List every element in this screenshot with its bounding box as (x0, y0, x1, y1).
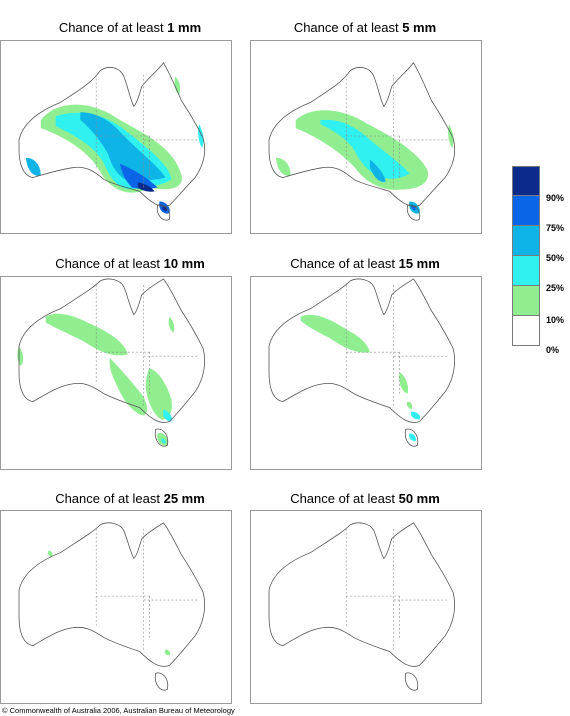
australia-outline (268, 278, 456, 447)
panel-title-1mm: Chance of at least 1 mm (58, 20, 202, 35)
state-borders (95, 74, 200, 190)
legend-swatch-90-100 (512, 166, 540, 196)
map-panel-25mm (0, 510, 232, 704)
legend-swatch-25-50 (512, 256, 540, 286)
map-panel-1mm (0, 40, 232, 234)
legend-label-50: 50% (546, 253, 565, 263)
state-borders (345, 528, 450, 652)
panel-title-5mm: Chance of at least 5 mm (293, 20, 437, 35)
legend-swatch-50-75 (512, 226, 540, 256)
australia-outline (18, 522, 206, 691)
legend-label-90: 90% (546, 193, 565, 203)
map-panel-15mm (250, 276, 482, 470)
state-borders (95, 528, 200, 652)
legend-swatch-0-10 (512, 316, 540, 346)
rain-overlay (25, 76, 204, 214)
panel-title-15mm: Chance of at least 15 mm (290, 256, 440, 271)
panel-title-50mm: Chance of at least 50 mm (290, 491, 440, 506)
copyright-notice: © Commonwealth of Australia 2006, Austra… (2, 706, 235, 715)
rain-overlay (17, 313, 175, 446)
rain-overlay (300, 314, 420, 442)
legend-label-75: 75% (546, 223, 565, 233)
panel-title-10mm: Chance of at least 10 mm (55, 256, 205, 271)
rain-overlay (47, 550, 171, 656)
probability-legend (512, 166, 540, 346)
legend-swatch-10-25 (512, 286, 540, 316)
map-panel-5mm (250, 40, 482, 234)
legend-label-10: 10% (546, 315, 565, 325)
legend-label-25: 25% (546, 283, 565, 293)
legend-swatch-75-90 (512, 196, 540, 226)
map-panel-50mm (250, 510, 482, 704)
rain-overlay (275, 110, 454, 214)
panel-title-25mm: Chance of at least 25 mm (55, 491, 205, 506)
australia-outline (18, 278, 206, 447)
map-panel-10mm (0, 276, 232, 470)
australia-outline (268, 62, 456, 221)
australia-outline (18, 62, 206, 221)
legend-label-0: 0% (546, 345, 560, 355)
australia-outline (268, 522, 456, 691)
